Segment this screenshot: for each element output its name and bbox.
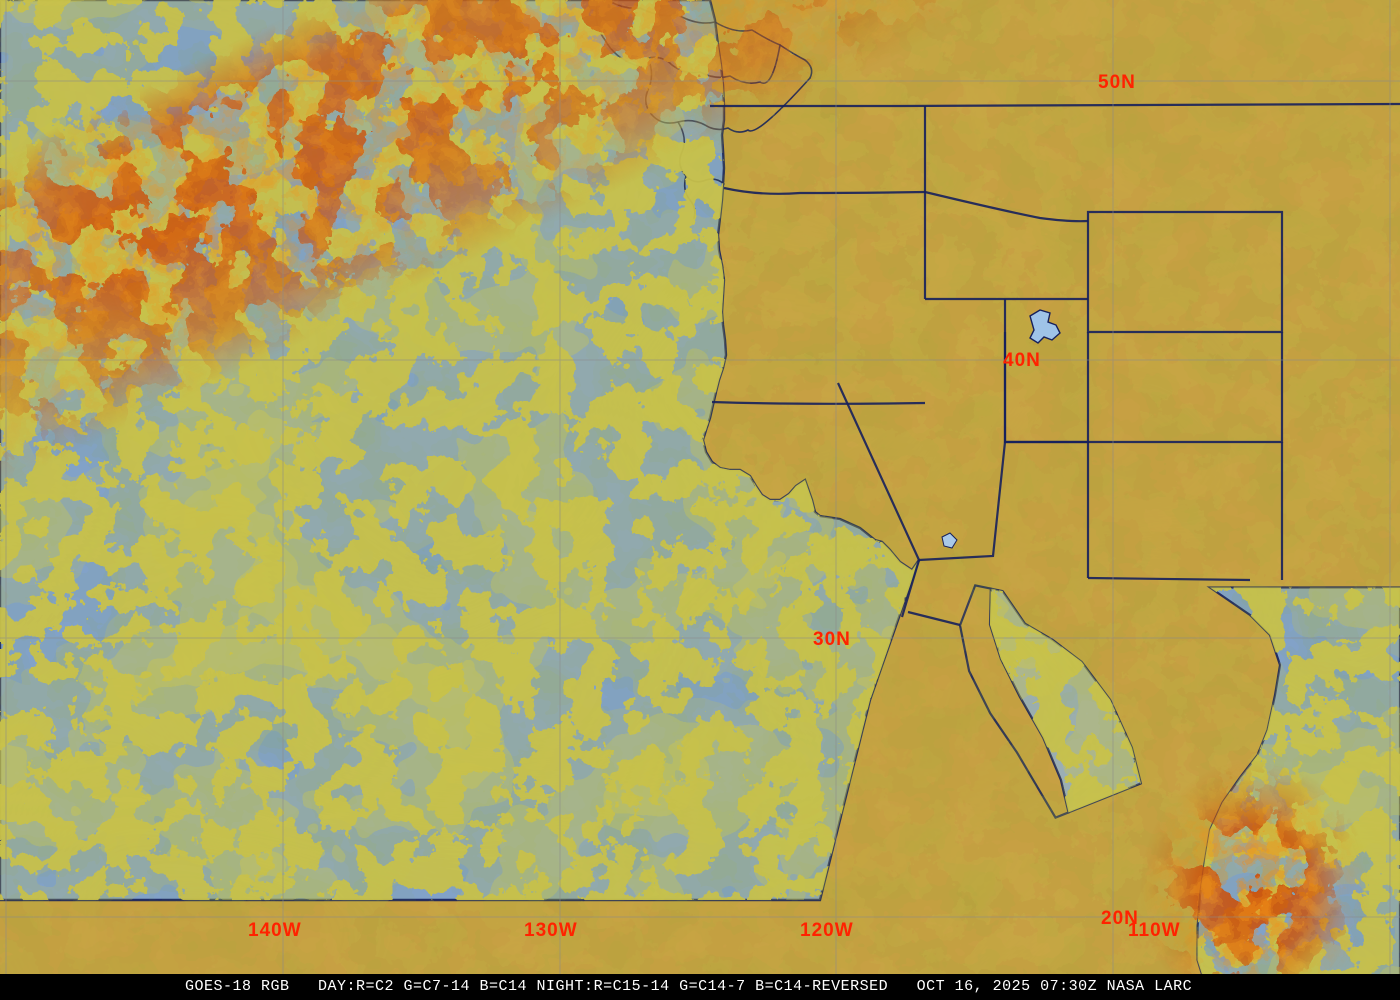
svg-text:120W: 120W [800, 920, 854, 941]
svg-text:130W: 130W [524, 920, 578, 941]
svg-text:30N: 30N [813, 629, 851, 650]
svg-text:110W: 110W [1128, 920, 1181, 941]
svg-text:50N: 50N [1098, 72, 1136, 93]
svg-text:40N: 40N [1003, 350, 1041, 371]
svg-text:140W: 140W [248, 920, 302, 941]
